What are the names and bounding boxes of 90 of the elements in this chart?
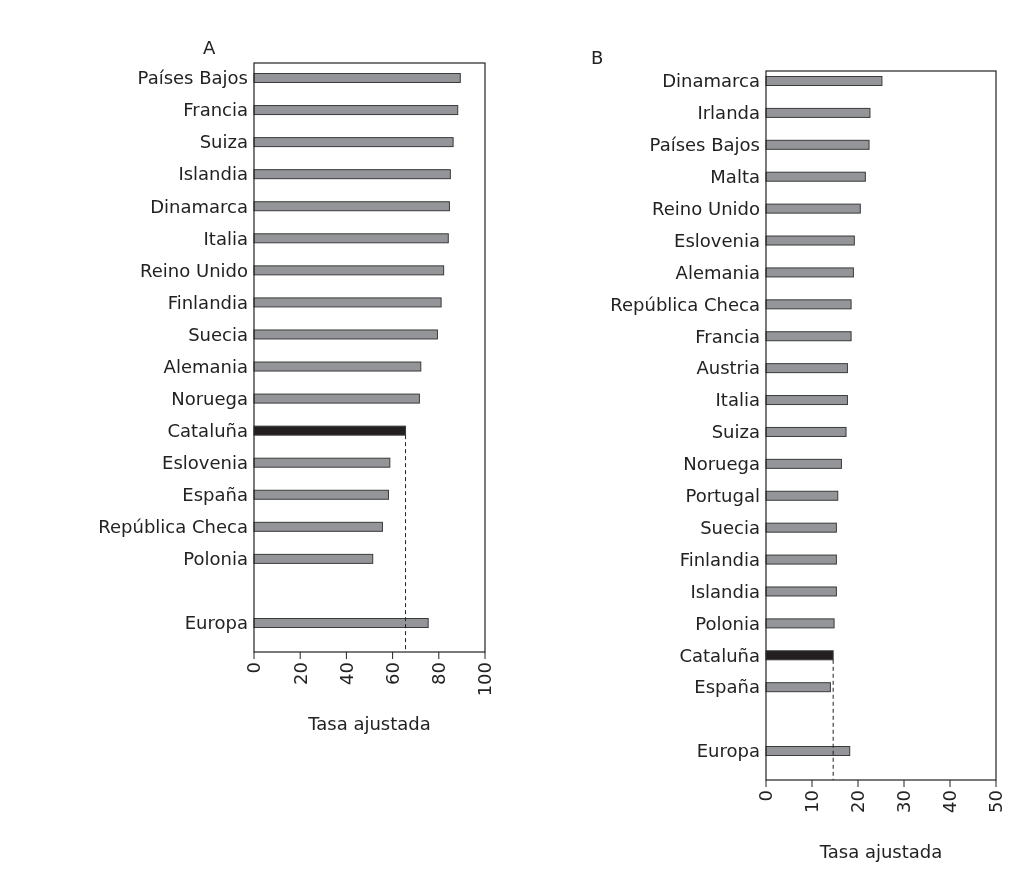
x-tick-label: 40 [939, 790, 961, 813]
x-tick-label: 50 [985, 790, 1007, 813]
bar [253, 105, 459, 116]
bar [253, 553, 374, 564]
y-tick-label: Cataluña [167, 419, 248, 441]
bar [765, 682, 831, 693]
bar [253, 457, 391, 468]
x-tick-label: 100 [474, 662, 496, 697]
bar [765, 171, 866, 182]
y-tick-label: Polonia [183, 548, 248, 570]
y-tick-label: Islandia [178, 163, 248, 185]
bar [253, 521, 383, 532]
y-tick-label: Cataluña [679, 644, 760, 666]
bar [765, 522, 837, 533]
y-tick-label: Dinamarca [150, 195, 248, 217]
y-tick-label: Europa [696, 740, 760, 762]
y-tick-label: Países Bajos [137, 67, 248, 89]
x-tick-label: 0 [755, 790, 777, 802]
bar [765, 331, 852, 342]
y-tick-label: República Checa [610, 293, 760, 315]
y-tick-label: Italia [203, 227, 248, 249]
y-tick-label: Noruega [171, 387, 248, 409]
y-tick-label: Suecia [188, 323, 248, 345]
y-tick-label: Finlandia [679, 548, 760, 570]
bar [253, 393, 420, 404]
bar [765, 458, 842, 469]
x-tick-label: 0 [243, 662, 265, 674]
bar [765, 395, 848, 406]
y-tick-label: Noruega [683, 453, 760, 475]
y-tick-label: Italia [715, 389, 760, 411]
chart-title: A [203, 37, 216, 58]
bar [765, 363, 848, 374]
x-tick-label: 20 [847, 790, 869, 813]
bar [765, 203, 861, 214]
y-tick-label: Reino Unido [652, 197, 760, 219]
bar [253, 618, 429, 628]
bar [765, 76, 883, 86]
x-tick-label: 10 [801, 790, 823, 813]
y-tick-label: Alemania [675, 261, 760, 283]
y-tick-label: Suiza [711, 421, 760, 443]
text: B [591, 47, 604, 68]
x-axis-title: Tasa ajustada [307, 713, 431, 734]
bar [765, 586, 837, 597]
y-tick-label: República Checa [98, 516, 248, 538]
y-tick-label: Reino Unido [140, 259, 248, 281]
y-tick-label: Europa [184, 612, 248, 634]
x-tick-label: 80 [428, 662, 450, 685]
x-tick-label: 30 [893, 790, 915, 813]
y-tick-label: Suiza [199, 131, 248, 153]
x-axis-title: Tasa ajustada [818, 841, 943, 862]
y-tick-label: Portugal [685, 485, 760, 507]
bar [253, 73, 461, 83]
bar [253, 169, 451, 180]
y-tick-label: Finlandia [167, 291, 248, 313]
bar [253, 137, 454, 148]
y-tick-label: Dinamarca [662, 70, 760, 92]
bar [765, 235, 855, 246]
x-tick-label: 20 [289, 662, 311, 685]
bar [765, 107, 871, 118]
bar [253, 489, 389, 500]
bar [765, 267, 854, 278]
bar [253, 361, 422, 372]
y-tick-label: Malta [710, 166, 760, 188]
y-tick-label: España [694, 676, 760, 698]
y-tick-label: Austria [696, 357, 760, 379]
bar [765, 618, 835, 629]
bar [765, 554, 837, 565]
y-tick-label: Francia [695, 325, 760, 347]
bar [765, 746, 851, 756]
y-tick-label: Países Bajos [649, 134, 760, 156]
y-tick-label: Suecia [700, 516, 760, 538]
bar [765, 490, 839, 501]
bar [765, 139, 870, 150]
y-tick-label: Alemania [163, 355, 248, 377]
x-tick-label: 40 [335, 662, 357, 685]
x-tick-label: 60 [381, 662, 403, 685]
bar [253, 201, 450, 212]
y-tick-label: España [182, 484, 248, 506]
y-tick-label: Polonia [695, 612, 760, 634]
bar [765, 426, 847, 437]
y-tick-label: Eslovenia [674, 229, 760, 251]
bar [253, 265, 445, 276]
bar [253, 329, 438, 340]
bar [253, 233, 449, 244]
bar [765, 299, 852, 310]
y-tick-label: Francia [183, 99, 248, 121]
bar [253, 297, 442, 308]
y-tick-label: Irlanda [697, 102, 760, 124]
y-tick-label: Islandia [690, 580, 760, 602]
y-tick-label: Eslovenia [162, 452, 248, 474]
